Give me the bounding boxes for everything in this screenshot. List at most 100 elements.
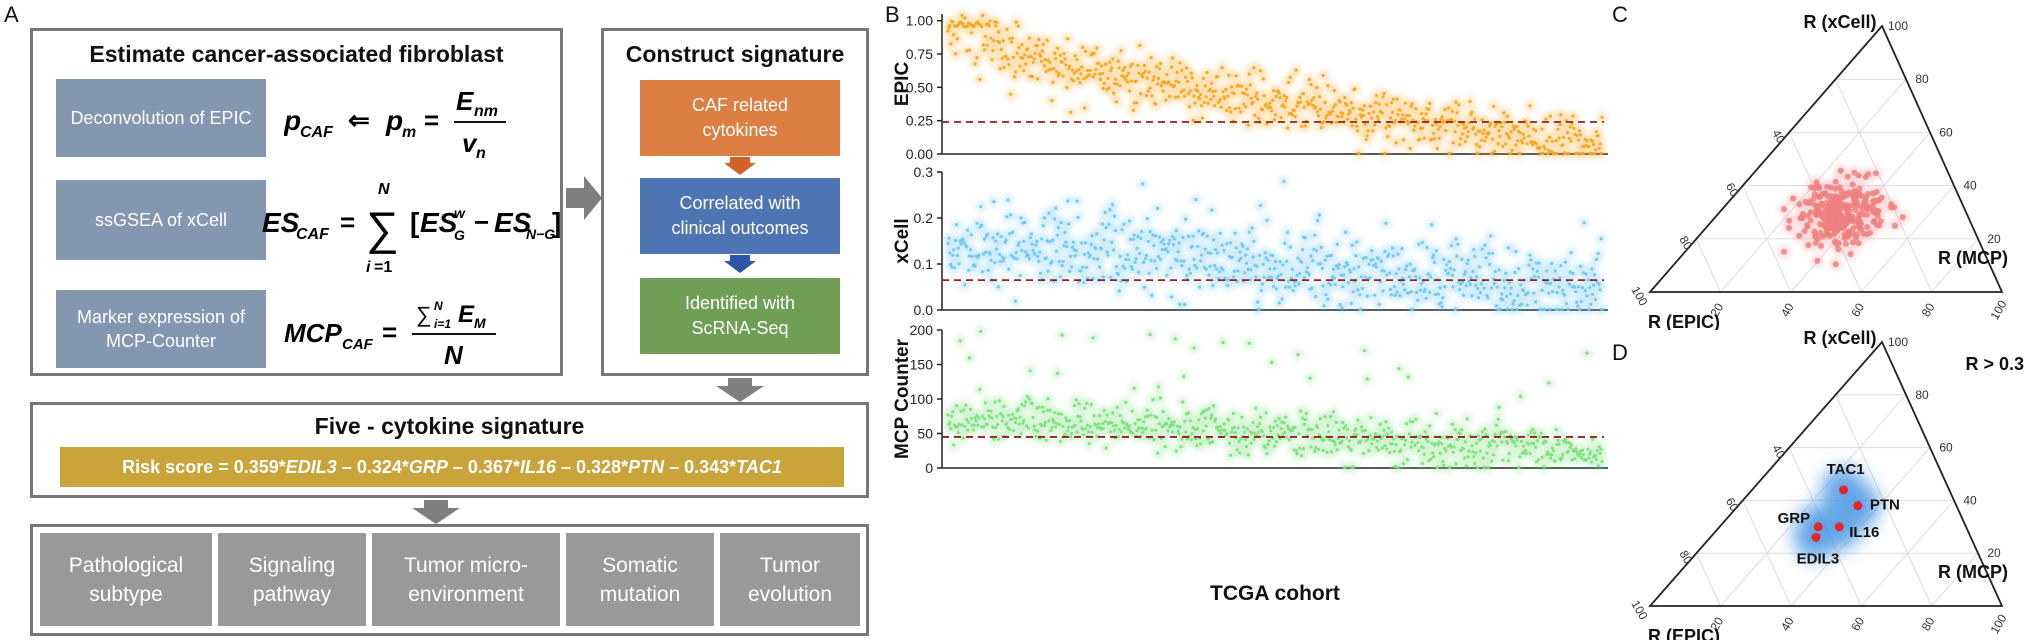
estimate-title: Estimate cancer-associated fibroblast <box>89 41 504 67</box>
data-point <box>1543 147 1547 151</box>
data-point <box>1382 269 1386 273</box>
data-point <box>1018 64 1022 68</box>
data-point <box>1828 205 1835 212</box>
data-point <box>1277 91 1281 95</box>
data-point <box>1454 237 1458 241</box>
data-point <box>1201 231 1205 236</box>
data-point <box>1390 442 1394 446</box>
ternary-triangle <box>1648 340 2004 607</box>
data-point <box>1514 250 1518 254</box>
data-point <box>1551 448 1555 453</box>
data-point <box>1345 263 1350 267</box>
data-point <box>954 223 958 227</box>
data-point <box>1228 106 1232 110</box>
data-point <box>1373 123 1377 127</box>
data-point <box>1278 260 1282 264</box>
data-point <box>1316 447 1321 451</box>
data-point <box>1453 130 1457 134</box>
data-point <box>1431 123 1435 127</box>
data-point <box>1067 67 1071 71</box>
data-point <box>1130 267 1134 271</box>
data-point <box>1410 102 1414 106</box>
data-point <box>1420 461 1424 465</box>
data-point <box>982 43 986 47</box>
data-point <box>1404 114 1409 118</box>
data-point <box>1569 443 1573 447</box>
data-point <box>1495 444 1499 448</box>
data-point <box>1592 273 1597 277</box>
data-point <box>1122 222 1126 226</box>
data-point <box>1229 110 1233 114</box>
data-point <box>1556 307 1560 311</box>
data-point <box>1492 282 1496 286</box>
data-point <box>1272 118 1277 122</box>
data-point <box>971 428 975 432</box>
data-point <box>1045 38 1049 43</box>
data-point <box>1124 400 1128 404</box>
data-point <box>1009 213 1013 217</box>
data-point <box>1311 259 1315 263</box>
data-point <box>1589 450 1593 454</box>
data-point <box>1832 193 1839 199</box>
data-point <box>1540 455 1544 459</box>
data-point <box>1167 80 1171 84</box>
svg-text:p: p <box>284 105 301 136</box>
data-point <box>1064 63 1068 67</box>
data-point <box>1123 426 1127 430</box>
data-point <box>1276 433 1280 437</box>
data-point <box>1542 144 1546 148</box>
data-point <box>1054 249 1059 253</box>
data-point <box>1574 447 1578 451</box>
data-point <box>1372 110 1376 114</box>
bottom-tick-label: 40 <box>1778 300 1797 319</box>
data-point <box>1483 139 1487 143</box>
data-point <box>1367 111 1371 115</box>
data-point <box>955 37 959 41</box>
data-point <box>1302 105 1307 109</box>
data-point <box>1516 139 1520 143</box>
data-point <box>1287 279 1291 283</box>
data-point <box>1150 428 1154 432</box>
data-point <box>1221 90 1225 94</box>
data-point <box>1340 439 1344 443</box>
data-point <box>1395 290 1399 294</box>
data-point <box>1034 243 1038 247</box>
risk-score-formula: Risk score = 0.359* EDIL3 – 0.324* GRP – 0… <box>60 447 844 487</box>
data-point <box>1370 249 1374 253</box>
data-point <box>1492 149 1496 153</box>
data-point <box>1567 282 1571 286</box>
data-point <box>1579 299 1583 304</box>
arrow-down-blue <box>724 255 756 273</box>
bottom-tick-label: 40 <box>1778 614 1797 633</box>
data-point <box>1388 125 1392 129</box>
data-point <box>969 31 973 35</box>
data-point <box>1511 302 1515 306</box>
data-point <box>952 248 956 252</box>
data-point <box>1584 272 1588 276</box>
data-point <box>963 16 967 20</box>
data-point <box>1094 423 1098 427</box>
data-point <box>1327 430 1331 434</box>
data-point <box>1519 302 1524 306</box>
data-point <box>1004 54 1008 58</box>
panel-label-b: B <box>885 2 900 27</box>
data-point <box>1870 209 1876 215</box>
data-point <box>1286 424 1290 428</box>
svg-text:nm: nm <box>474 103 498 120</box>
data-point <box>1840 194 1847 200</box>
data-point <box>1232 91 1236 95</box>
data-point <box>953 52 958 56</box>
data-point <box>1397 267 1401 271</box>
data-point <box>1194 437 1198 441</box>
data-point <box>1060 263 1064 268</box>
data-point <box>1288 75 1292 80</box>
data-point <box>1070 245 1074 249</box>
data-point <box>1855 240 1862 247</box>
data-point <box>1452 445 1456 449</box>
data-point <box>1192 346 1196 350</box>
data-point <box>1476 434 1481 438</box>
data-point <box>1146 414 1150 418</box>
data-point <box>1199 442 1203 446</box>
data-point <box>1033 252 1037 256</box>
data-point <box>1050 425 1054 429</box>
